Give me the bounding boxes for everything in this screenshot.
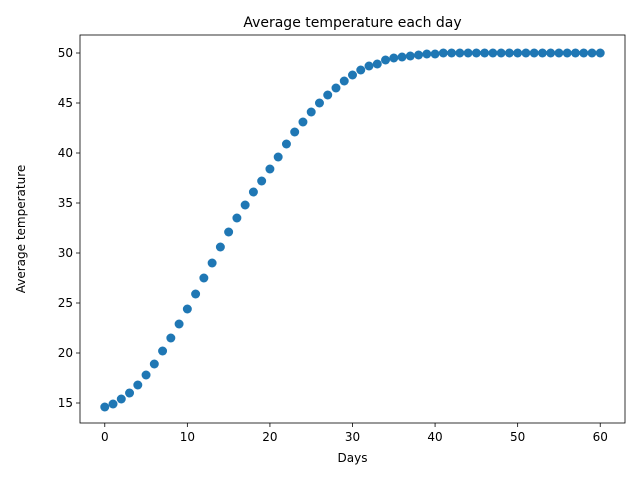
data-point <box>430 49 440 59</box>
x-tick-label: 20 <box>262 430 277 444</box>
data-point <box>513 48 523 58</box>
data-point <box>314 98 324 108</box>
x-axis-ticks: 0 10 20 30 40 50 60 <box>101 423 608 444</box>
data-point <box>240 200 250 210</box>
data-point <box>364 61 374 71</box>
data-point <box>471 48 481 58</box>
x-tick-label: 40 <box>427 430 442 444</box>
data-point <box>257 176 267 186</box>
data-point <box>191 289 201 299</box>
x-tick-label: 0 <box>101 430 109 444</box>
data-point <box>290 127 300 137</box>
data-point <box>116 394 126 404</box>
data-point <box>529 48 539 58</box>
data-point <box>141 370 151 380</box>
data-point <box>348 70 357 80</box>
data-point <box>504 48 514 58</box>
y-tick-label: 50 <box>58 46 73 60</box>
x-tick-label: 60 <box>593 430 608 444</box>
data-point <box>174 319 184 329</box>
y-axis-ticks: 15 20 25 30 35 40 45 50 <box>58 46 80 410</box>
data-point <box>323 90 333 100</box>
data-point <box>224 227 234 237</box>
data-point <box>182 304 192 314</box>
x-tick-label: 10 <box>180 430 195 444</box>
data-point <box>306 107 316 117</box>
data-point <box>356 65 366 75</box>
data-point <box>554 48 564 58</box>
data-point <box>496 48 506 58</box>
data-point <box>455 48 465 58</box>
y-tick-label: 40 <box>58 146 73 160</box>
data-point <box>166 333 176 343</box>
data-point <box>265 164 275 174</box>
data-point <box>562 48 572 58</box>
plot-frame <box>79 34 626 424</box>
data-point <box>463 48 473 58</box>
data-point <box>207 258 217 268</box>
y-axis-label: Average temperature <box>14 165 28 294</box>
data-point <box>414 50 424 60</box>
data-point <box>199 273 209 283</box>
y-tick-label: 20 <box>58 346 73 360</box>
data-point <box>273 152 283 162</box>
data-point <box>381 55 391 65</box>
data-point <box>133 380 143 390</box>
data-point <box>587 48 597 58</box>
data-point <box>521 48 531 58</box>
y-tick-label: 25 <box>58 296 73 310</box>
data-point <box>595 48 605 58</box>
data-point <box>480 48 490 58</box>
data-point <box>422 49 432 59</box>
data-point <box>546 48 556 58</box>
data-point <box>438 48 448 58</box>
data-point <box>248 187 258 197</box>
data-point <box>125 388 135 398</box>
y-tick-label: 15 <box>58 396 73 410</box>
data-point <box>149 359 159 369</box>
data-point <box>389 53 399 63</box>
data-point <box>108 399 118 409</box>
data-point <box>339 76 349 86</box>
data-point <box>331 83 341 93</box>
data-points <box>100 48 605 412</box>
data-point <box>579 48 589 58</box>
data-point <box>397 52 407 62</box>
chart-title: Average temperature each day <box>243 15 461 31</box>
data-point <box>447 48 457 58</box>
data-point <box>281 139 291 149</box>
x-tick-label: 30 <box>345 430 360 444</box>
data-point <box>372 59 382 69</box>
data-point <box>158 346 168 356</box>
data-point <box>232 213 242 223</box>
data-point <box>298 117 308 127</box>
data-point <box>405 51 415 61</box>
data-point <box>537 48 547 58</box>
x-axis-label: Days <box>338 451 368 465</box>
data-point <box>100 402 110 412</box>
y-tick-label: 30 <box>58 246 73 260</box>
data-point <box>570 48 580 58</box>
x-tick-label: 50 <box>510 430 525 444</box>
y-tick-label: 35 <box>58 196 73 210</box>
data-point <box>215 242 225 252</box>
y-tick-label: 45 <box>58 96 73 110</box>
data-point <box>488 48 498 58</box>
